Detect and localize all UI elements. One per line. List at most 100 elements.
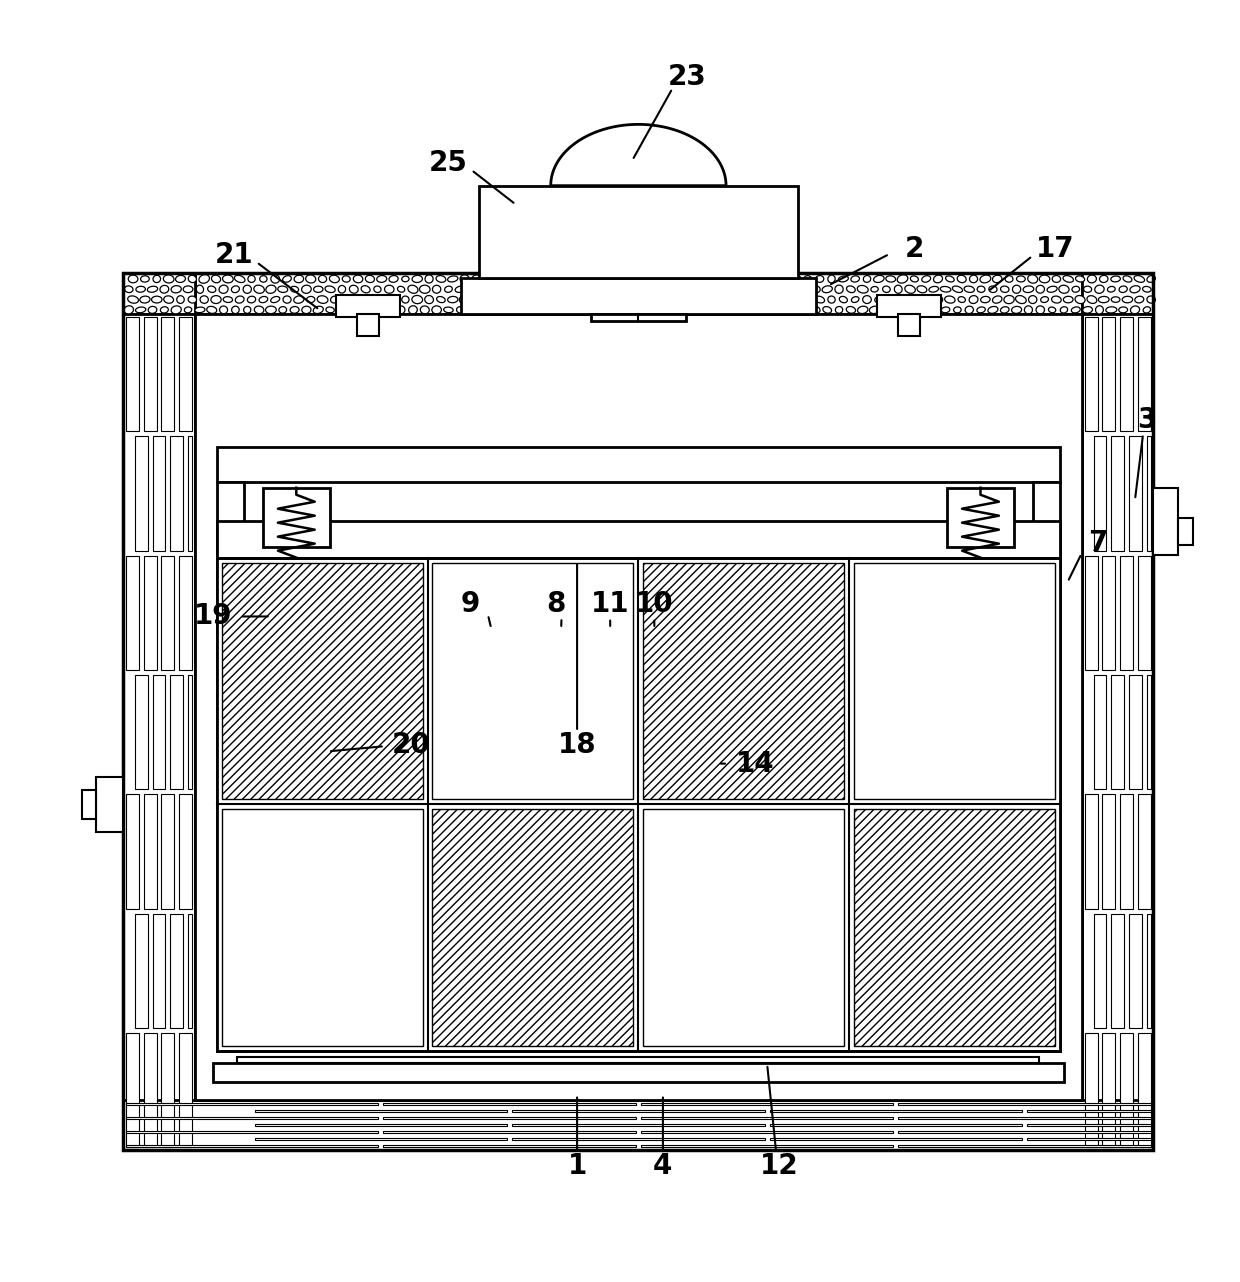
Ellipse shape: [823, 306, 832, 313]
Ellipse shape: [164, 274, 174, 283]
Ellipse shape: [1142, 286, 1151, 292]
Ellipse shape: [1028, 296, 1037, 304]
Ellipse shape: [188, 276, 196, 282]
Ellipse shape: [574, 286, 583, 292]
Ellipse shape: [433, 286, 440, 294]
Ellipse shape: [527, 286, 536, 292]
Ellipse shape: [502, 306, 513, 313]
Ellipse shape: [420, 306, 429, 314]
Ellipse shape: [786, 286, 797, 292]
Ellipse shape: [1135, 276, 1145, 282]
Ellipse shape: [301, 306, 311, 314]
Bar: [161, 555, 175, 670]
Ellipse shape: [693, 286, 702, 292]
Ellipse shape: [970, 296, 978, 304]
Ellipse shape: [259, 296, 268, 303]
Bar: [254, 1124, 507, 1126]
Ellipse shape: [1064, 296, 1073, 303]
Ellipse shape: [532, 276, 539, 283]
Ellipse shape: [625, 296, 635, 303]
Bar: [161, 1033, 175, 1147]
Ellipse shape: [965, 306, 973, 314]
Ellipse shape: [223, 296, 233, 303]
Ellipse shape: [365, 296, 376, 304]
Bar: [144, 1033, 156, 1147]
Bar: [1130, 674, 1142, 790]
Ellipse shape: [480, 306, 489, 314]
Ellipse shape: [171, 306, 181, 314]
Ellipse shape: [460, 274, 469, 283]
Bar: [126, 795, 139, 909]
Bar: [770, 1124, 1022, 1126]
Ellipse shape: [1047, 286, 1058, 292]
Ellipse shape: [578, 274, 588, 283]
Bar: [1027, 1110, 1151, 1111]
Ellipse shape: [339, 286, 346, 294]
Ellipse shape: [740, 286, 748, 292]
Ellipse shape: [492, 306, 500, 314]
Ellipse shape: [412, 276, 423, 282]
Ellipse shape: [135, 308, 146, 313]
Ellipse shape: [601, 296, 611, 303]
Bar: [124, 314, 195, 1150]
Ellipse shape: [954, 306, 961, 313]
Bar: [1085, 555, 1097, 670]
Ellipse shape: [176, 276, 186, 282]
Ellipse shape: [567, 296, 575, 303]
Ellipse shape: [232, 286, 239, 292]
Bar: [82, 790, 97, 819]
Text: 18: 18: [558, 731, 596, 759]
Ellipse shape: [136, 286, 145, 292]
Ellipse shape: [622, 285, 630, 294]
Ellipse shape: [1040, 296, 1049, 303]
Bar: [217, 482, 243, 1051]
Ellipse shape: [408, 285, 418, 294]
Ellipse shape: [543, 276, 552, 282]
Ellipse shape: [243, 285, 252, 294]
Bar: [188, 436, 192, 551]
Bar: [383, 1117, 636, 1119]
Bar: [1147, 914, 1151, 1028]
Ellipse shape: [573, 306, 584, 313]
Ellipse shape: [128, 276, 138, 283]
Bar: [124, 1100, 1153, 1150]
Bar: [126, 1131, 378, 1133]
Bar: [188, 674, 192, 790]
Ellipse shape: [625, 276, 635, 282]
Ellipse shape: [339, 306, 346, 314]
Ellipse shape: [751, 286, 761, 292]
Text: 14: 14: [735, 750, 774, 778]
Ellipse shape: [455, 286, 465, 292]
Bar: [195, 273, 1083, 314]
Bar: [590, 314, 686, 320]
Ellipse shape: [366, 276, 374, 282]
Ellipse shape: [222, 276, 233, 283]
Ellipse shape: [1130, 286, 1140, 292]
Ellipse shape: [1095, 306, 1104, 314]
Ellipse shape: [495, 276, 505, 283]
Ellipse shape: [294, 276, 304, 283]
Ellipse shape: [1147, 276, 1156, 282]
Ellipse shape: [1071, 286, 1080, 292]
Ellipse shape: [148, 306, 156, 313]
Polygon shape: [551, 124, 727, 186]
Bar: [1130, 914, 1142, 1028]
Text: 3: 3: [1137, 406, 1157, 435]
Ellipse shape: [377, 276, 387, 282]
Ellipse shape: [1059, 285, 1069, 294]
Bar: [1102, 317, 1115, 431]
Ellipse shape: [1111, 276, 1121, 282]
Ellipse shape: [1123, 276, 1132, 282]
Bar: [217, 447, 1060, 482]
Ellipse shape: [480, 286, 489, 292]
Ellipse shape: [946, 276, 954, 282]
Bar: [641, 1131, 894, 1133]
Ellipse shape: [1071, 306, 1080, 313]
Ellipse shape: [910, 276, 919, 282]
Ellipse shape: [883, 286, 890, 292]
Bar: [641, 1103, 894, 1105]
Ellipse shape: [919, 306, 925, 314]
Ellipse shape: [822, 286, 832, 292]
Bar: [357, 314, 378, 336]
Ellipse shape: [164, 296, 174, 304]
